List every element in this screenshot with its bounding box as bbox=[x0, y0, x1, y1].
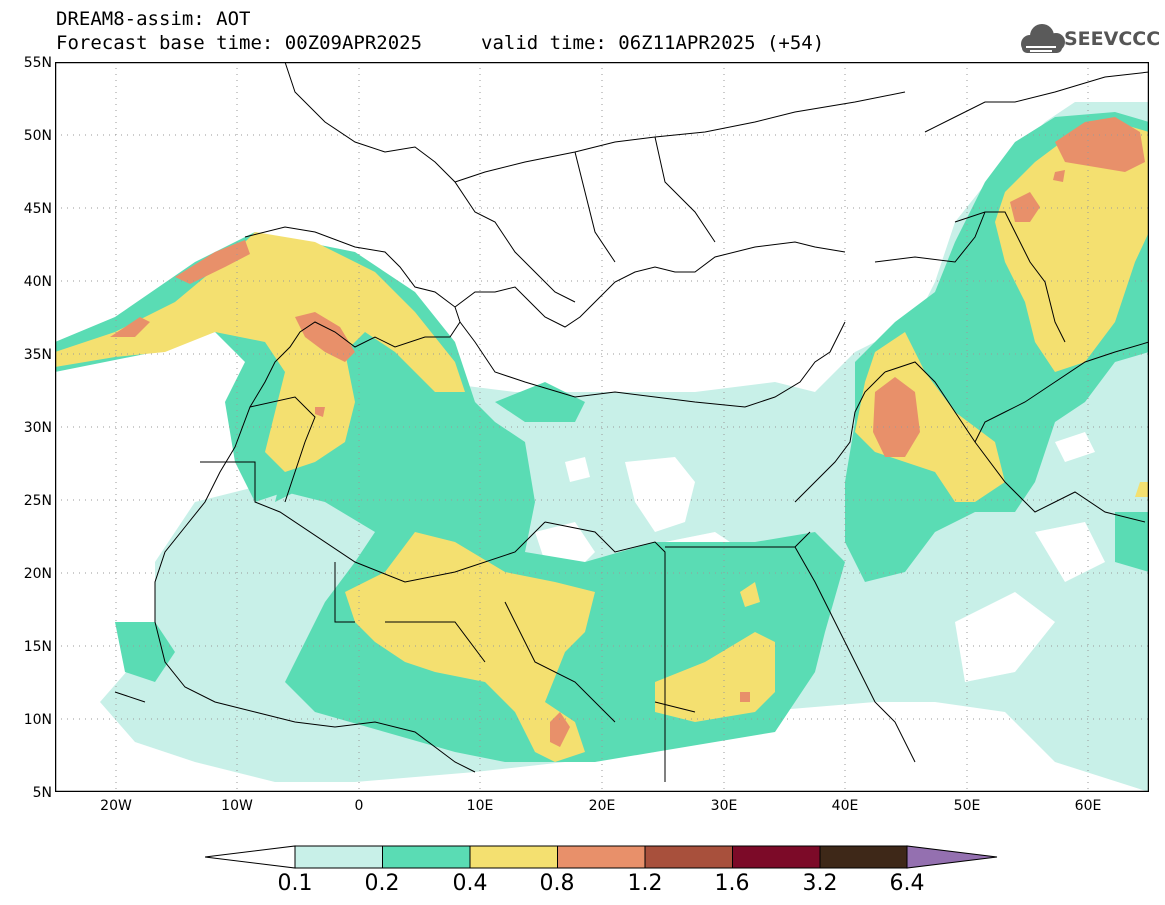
valid-time: valid time: 06Z11APR2025 (+54) bbox=[481, 32, 825, 54]
logo-text: SEEVCCC bbox=[1064, 28, 1161, 50]
lat-label: 20N bbox=[23, 566, 52, 582]
map-title: DREAM8-assim: AOT bbox=[56, 8, 251, 30]
colorbar-label: 3.2 bbox=[802, 871, 838, 896]
colorbar-lower-extend bbox=[205, 845, 296, 869]
lon-label: 30E bbox=[710, 798, 738, 814]
lon-label: 20E bbox=[588, 798, 616, 814]
lat-label: 55N bbox=[23, 55, 52, 71]
lat-label: 10N bbox=[23, 712, 52, 728]
lon-label: 40E bbox=[831, 798, 859, 814]
colorbar-box bbox=[732, 845, 821, 869]
forecast-base-time: Forecast base time: 00Z09APR2025 bbox=[56, 32, 423, 54]
colorbar-label: 1.6 bbox=[714, 871, 750, 896]
colorbar-box bbox=[557, 845, 646, 869]
aot-band-0.8 bbox=[110, 117, 1145, 747]
lon-label: 60E bbox=[1074, 798, 1102, 814]
colorbar-label: 0.1 bbox=[277, 871, 313, 896]
lon-label: 0 bbox=[354, 798, 364, 814]
lat-label: 5N bbox=[32, 785, 52, 801]
colorbar-box bbox=[469, 845, 558, 869]
colorbar-upper-extend bbox=[906, 845, 998, 869]
lon-label: 50E bbox=[953, 798, 981, 814]
lat-label: 15N bbox=[23, 639, 52, 655]
colorbar-label: 0.4 bbox=[452, 871, 488, 896]
lon-label: 10W bbox=[221, 798, 253, 814]
colorbar bbox=[205, 845, 998, 869]
lat-label: 45N bbox=[23, 201, 52, 217]
lat-label: 25N bbox=[23, 493, 52, 509]
lat-label: 40N bbox=[23, 274, 52, 290]
colorbar-box bbox=[819, 845, 908, 869]
lon-label: 20W bbox=[100, 798, 132, 814]
colorbar-label: 0.2 bbox=[364, 871, 400, 896]
colorbar-box bbox=[382, 845, 471, 869]
colorbar-label: 6.4 bbox=[889, 871, 925, 896]
lat-label: 35N bbox=[23, 347, 52, 363]
aot-band-0.4 bbox=[55, 122, 1149, 762]
colorbar-label: 1.2 bbox=[627, 871, 663, 896]
colorbar-label: 0.8 bbox=[539, 871, 575, 896]
graticule bbox=[55, 62, 1149, 792]
colorbar-box bbox=[294, 845, 383, 869]
lon-label: 10E bbox=[466, 798, 494, 814]
colorbar-box bbox=[644, 845, 733, 869]
aot-map bbox=[55, 62, 1149, 792]
lat-label: 50N bbox=[23, 128, 52, 144]
cloud-icon bbox=[1021, 24, 1065, 53]
lat-label: 30N bbox=[23, 420, 52, 436]
coastlines bbox=[114, 62, 1149, 782]
